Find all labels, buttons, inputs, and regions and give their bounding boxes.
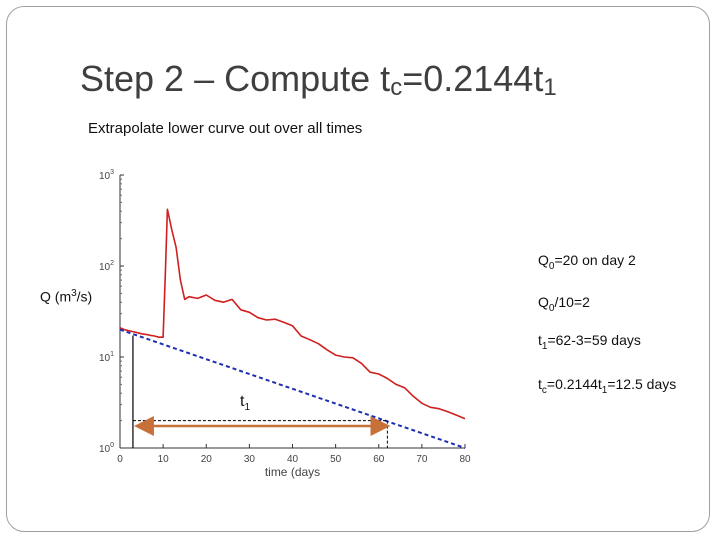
q10-annotation: Q0/10=2 [538,294,590,314]
t1-main: t [538,332,542,348]
y-tick-label: 101 [99,351,114,364]
t1-sub: 1 [541,340,548,352]
title-sub-1: 1 [543,74,557,101]
q0-annotation: Q0=20 on day 2 [538,252,636,272]
q10-main: Q [538,294,549,310]
x-tick-label: 70 [416,454,428,465]
ylabel-sup: 3 [71,288,77,299]
q0-rest: =20 on day 2 [554,252,636,268]
x-tick-label: 0 [117,454,123,465]
ylabel-rest: /s) [76,288,93,305]
y-tick-label: 103 [99,169,114,182]
ylabel-main: Q (m [40,288,72,305]
x-tick-label: 80 [459,454,471,465]
tc-main: t [538,376,542,392]
q0-sub: 0 [548,260,555,272]
tc-mid: =0.2144t [546,376,602,392]
tc-annotation: tc=0.2144t1=12.5 days [538,376,676,396]
slide-frame [6,6,710,532]
title-mid: =0.2144t [402,58,544,99]
t1-marker-label: t1 [240,393,250,413]
slide-subtitle: Extrapolate lower curve out over all tim… [88,120,363,137]
y-axis-label: Q (m3/s) [40,288,92,305]
x-tick-label: 60 [373,454,385,465]
extrapolated-recession-line [119,328,466,449]
x-axis-title: time (days [265,465,320,479]
x-tick-label: 10 [158,454,170,465]
title-sub-c: c [390,74,403,101]
t1-marker-sub: 1 [244,402,251,414]
q10-sub: 0 [548,302,555,314]
q0-main: Q [538,252,549,268]
q10-rest: /10=2 [554,294,590,310]
title-main: Step 2 – Compute t [80,58,391,99]
y-tick-label: 100 [99,442,114,455]
tc-rest: =12.5 days [607,376,677,392]
x-tick-label: 20 [201,454,213,465]
t1-annotation: t1=62-3=59 days [538,332,641,352]
t1-marker-main: t [240,393,245,410]
slide-title: Step 2 – Compute tc=0.2144t1 [80,58,557,101]
x-tick-label: 40 [287,454,299,465]
tc-sub-c: c [541,384,547,396]
x-tick-label: 30 [244,454,256,465]
tc-sub-1: 1 [601,384,608,396]
hydrograph-series [119,208,466,420]
x-tick-label: 50 [330,454,342,465]
t1-rest: =62-3=59 days [547,332,641,348]
y-tick-label: 102 [99,260,114,273]
